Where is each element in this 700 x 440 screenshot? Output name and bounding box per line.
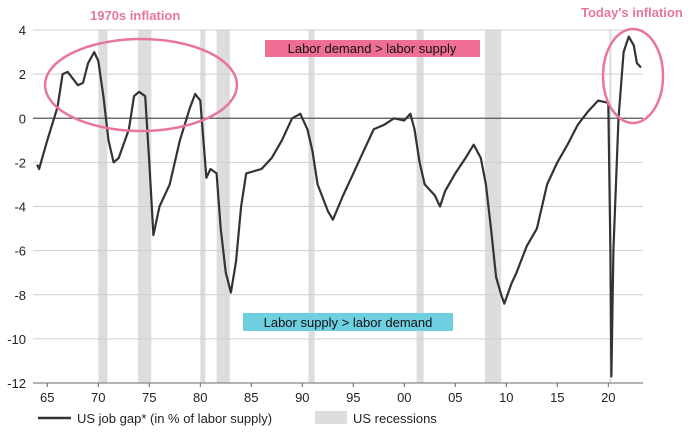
legend-recession-label: US recessions (353, 411, 437, 426)
y-axis: 4 2 0 -2 -4 -6 -8 -10 -12 (7, 23, 26, 391)
today-ellipse (601, 27, 665, 125)
legend-recession-swatch (315, 411, 347, 424)
y-tick-label: 2 (19, 67, 26, 82)
x-tick-label: 75 (142, 390, 156, 405)
x-tick-label: 95 (346, 390, 360, 405)
y-tick-label: -4 (14, 200, 26, 215)
x-tick-label: 85 (244, 390, 258, 405)
x-tick-label: 70 (91, 390, 105, 405)
legend-line-label: US job gap* (in % of labor supply) (77, 411, 272, 426)
y-tick-label: -2 (14, 155, 26, 170)
y-tick-label: 0 (19, 111, 26, 126)
job-gap-line (36, 35, 642, 378)
y-tick-label: 4 (19, 23, 26, 38)
supply-box-label: Labor supply > labor demand (264, 315, 433, 330)
y-tick-label: -12 (7, 376, 26, 391)
x-tick-label: 20 (601, 390, 615, 405)
x-axis: 65 70 75 80 85 90 95 00 05 10 15 20 (40, 383, 616, 405)
today-annotation: Today's inflation (581, 5, 683, 20)
x-tick-label: 15 (550, 390, 564, 405)
x-tick-label: 10 (499, 390, 513, 405)
x-tick-label: 00 (397, 390, 411, 405)
legend: US job gap* (in % of labor supply) US re… (38, 411, 437, 426)
x-tick-label: 90 (295, 390, 309, 405)
x-tick-label: 05 (448, 390, 462, 405)
y-tick-label: -8 (14, 288, 26, 303)
demand-box-label: Labor demand > labor supply (288, 41, 457, 56)
y-tick-label: -6 (14, 244, 26, 259)
seventies-ellipse (43, 37, 239, 133)
x-tick-label: 65 (40, 390, 54, 405)
supply-box (243, 313, 453, 331)
seventies-annotation: 1970s inflation (90, 8, 180, 23)
demand-box (265, 40, 480, 57)
y-tick-label: -10 (7, 332, 26, 347)
x-tick-label: 80 (193, 390, 207, 405)
